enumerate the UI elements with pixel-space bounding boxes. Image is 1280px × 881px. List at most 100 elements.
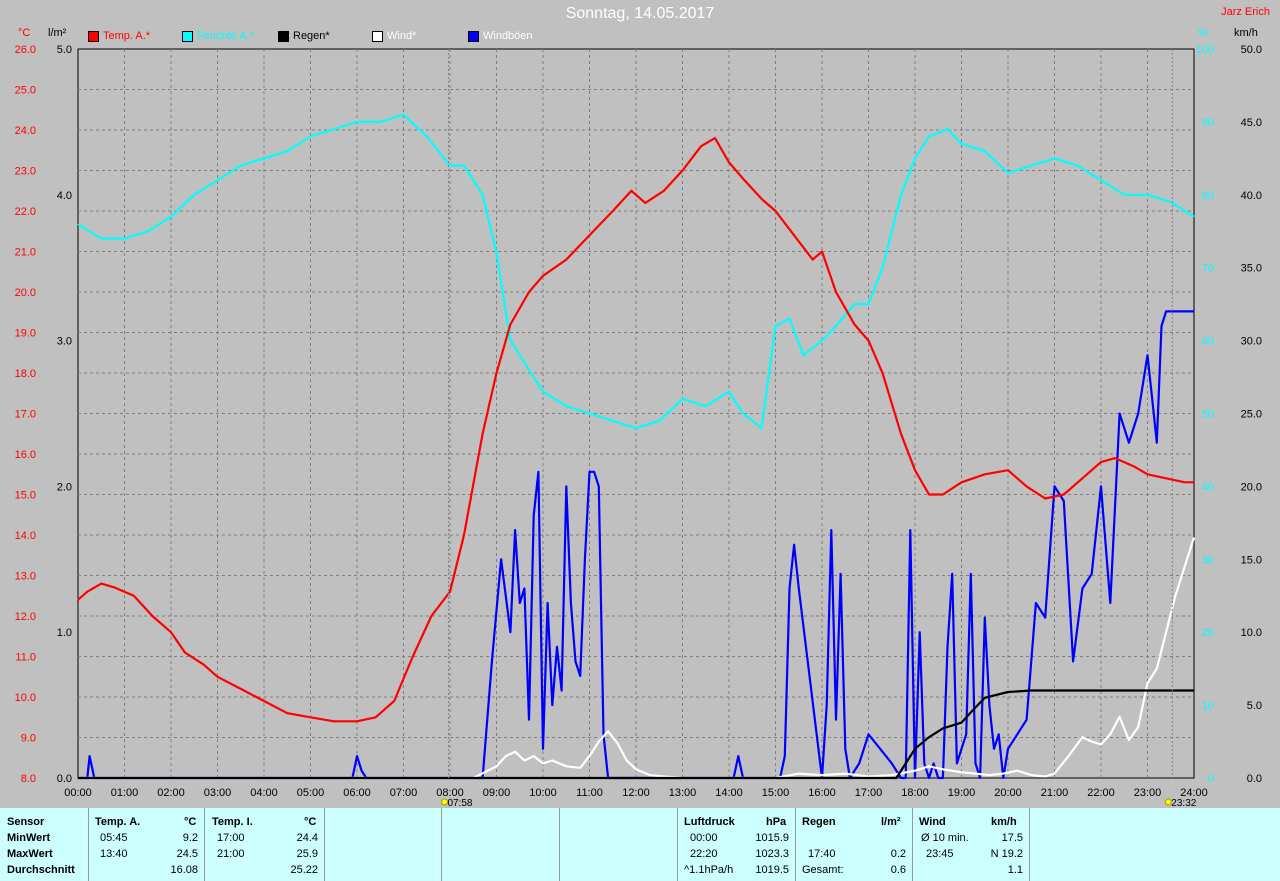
legend-rain: Regen* [278, 30, 330, 42]
wind-tick-label: 0.0 [1247, 773, 1262, 785]
temp-tick-label: 26.0 [15, 44, 36, 56]
wind-tick-label: 50.0 [1241, 44, 1262, 56]
humidity-tick-label: 90 [1202, 117, 1214, 129]
temp-tick-label: 13.0 [15, 571, 36, 583]
x-tick-label: 09:00 [483, 787, 511, 799]
rain-tick-label: 1.0 [57, 627, 72, 639]
legend-gusts-swatch [468, 30, 479, 42]
stats-temp-a-header: Temp. A. [95, 816, 141, 828]
stats-pressure-max-time: 22:20 [690, 848, 718, 860]
temp-tick-label: 25.0 [15, 85, 36, 97]
stats-temp-i-unit: °C [304, 816, 317, 828]
stats-wind-mean-value: 1.1 [1007, 864, 1023, 876]
series-line-feuchte-a [77, 113, 1195, 430]
x-tick-label: 24:00 [1180, 787, 1208, 799]
temp-tick-label: 10.0 [15, 692, 36, 704]
stats-pressure-min-time: 00:00 [690, 832, 718, 844]
stats-empty-col-3 [559, 808, 678, 881]
weather-chart: 00:00 01:00 02:00 03:00 04:00 05:00 06:00 07:00… [15, 44, 1262, 808]
wind-tick-label: 30.0 [1241, 336, 1262, 348]
x-tick-label: 07:00 [390, 787, 418, 799]
x-tick-label: 13:00 [669, 787, 697, 799]
x-tick-label: 10:00 [529, 787, 557, 799]
rain-tick-label: 4.0 [57, 190, 72, 202]
stats-rain-total-label: Gesamt: [802, 864, 844, 876]
stats-temp-i-max-value: 25.9 [296, 848, 318, 860]
stats-wind-header: Wind [919, 816, 946, 828]
stats-temp-a-min-value: 9.2 [182, 832, 198, 844]
stats-sensor-col: Sensor MinWert MaxWert Durchschnitt [0, 808, 89, 881]
stats-row-min: MinWert [7, 832, 51, 844]
x-tick-label: 19:00 [948, 787, 976, 799]
stats-temp-a-max-value: 24.5 [176, 848, 198, 860]
stats-empty-col-2 [441, 808, 560, 881]
x-tick-label: 11:00 [576, 787, 603, 799]
stats-temp-i-min-time: 17:00 [217, 832, 245, 844]
x-tick-label: 21:00 [1041, 787, 1069, 799]
x-tick-label: 23:00 [1134, 787, 1162, 799]
stats-pressure-max-value: 1023.3 [755, 848, 789, 860]
legend-humidity-swatch [182, 30, 193, 42]
temp-tick-label: 22.0 [15, 206, 36, 218]
stats-footer: Sensor MinWert MaxWert Durchschnitt Temp… [0, 808, 1280, 881]
x-tick-label: 03:00 [204, 787, 232, 799]
rain-tick-label: 3.0 [57, 336, 72, 348]
temp-tick-label: 19.0 [15, 328, 36, 340]
humidity-tick-label: 100 [1196, 44, 1214, 56]
temp-tick-label: 15.0 [15, 490, 36, 502]
temp-tick-label: 23.0 [15, 166, 36, 178]
series-line-regen [78, 689, 1194, 780]
temp-tick-label: 12.0 [15, 611, 36, 623]
legend-wind-label: Wind* [387, 30, 417, 42]
legend-temp-swatch [88, 30, 99, 42]
sunrise-marker-icon [440, 798, 448, 806]
stats-wind-max-value: N 19.2 [990, 848, 1023, 860]
unit-rain: l/m² [48, 27, 67, 39]
stats-rain-header: Regen [802, 816, 836, 828]
legend-gusts-label: Windböen [483, 30, 533, 42]
temp-tick-label: 18.0 [15, 368, 36, 380]
wind-tick-label: 35.0 [1241, 263, 1262, 275]
temp-tick-label: 21.0 [15, 247, 36, 259]
stats-temp-i-header: Temp. I. [212, 816, 253, 828]
stats-rain-col: Regen l/m² 17:40 0.2 Gesamt: 0.6 [795, 808, 913, 881]
stats-row-max: MaxWert [7, 848, 53, 860]
humidity-tick-label: 60 [1202, 336, 1214, 348]
x-tick-label: 12:00 [622, 787, 650, 799]
stats-wind-col: Wind km/h Ø 10 min. 17.5 23:45 N 19.2 1.… [912, 808, 1030, 881]
wind-tick-label: 20.0 [1241, 481, 1262, 493]
stats-empty-col-1 [324, 808, 442, 881]
wind-tick-label: 40.0 [1241, 190, 1262, 202]
legend-gusts: Windböen [468, 30, 533, 42]
sunset-marker-label: 23:32 [1171, 798, 1196, 808]
rain-tick-label: 2.0 [57, 481, 72, 493]
stats-wind-avg-value: 17.5 [1001, 832, 1023, 844]
page-title: Sonntag, 14.05.2017 [565, 5, 715, 22]
x-tick-label: 16:00 [808, 787, 836, 799]
humidity-tick-label: 70 [1202, 263, 1214, 275]
stats-temp-a-avg-value: 16.08 [170, 864, 198, 876]
rain-tick-label: 0.0 [57, 773, 72, 785]
stats-row-avg: Durchschnitt [7, 864, 75, 876]
legend-humidity-label: Feuchte A.* [197, 30, 254, 42]
wind-tick-label: 5.0 [1247, 700, 1262, 712]
temp-tick-label: 11.0 [15, 652, 36, 664]
legend-rain-swatch [278, 30, 289, 42]
humidity-tick-label: 10 [1202, 700, 1214, 712]
x-tick-label: 05:00 [297, 787, 325, 799]
humidity-tick-label: 0 [1208, 773, 1214, 785]
unit-temp: °C [18, 27, 31, 39]
stats-temp-a-min-time: 05:45 [100, 832, 128, 844]
temp-tick-label: 20.0 [15, 287, 36, 299]
humidity-tick-label: 80 [1202, 190, 1214, 202]
stats-pressure-avg-value: 1019.5 [755, 864, 789, 876]
x-tick-label: 04:00 [250, 787, 278, 799]
temp-tick-label: 24.0 [15, 125, 36, 137]
humidity-tick-label: 50 [1202, 409, 1214, 421]
x-tick-label: 22:00 [1087, 787, 1115, 799]
humidity-tick-label: 40 [1202, 481, 1214, 493]
stats-wind-unit: km/h [991, 816, 1017, 828]
wind-tick-label: 45.0 [1241, 117, 1262, 129]
legend-temp: Temp. A.* [88, 30, 150, 42]
stats-wind-avg-label: Ø 10 min. [921, 832, 969, 844]
